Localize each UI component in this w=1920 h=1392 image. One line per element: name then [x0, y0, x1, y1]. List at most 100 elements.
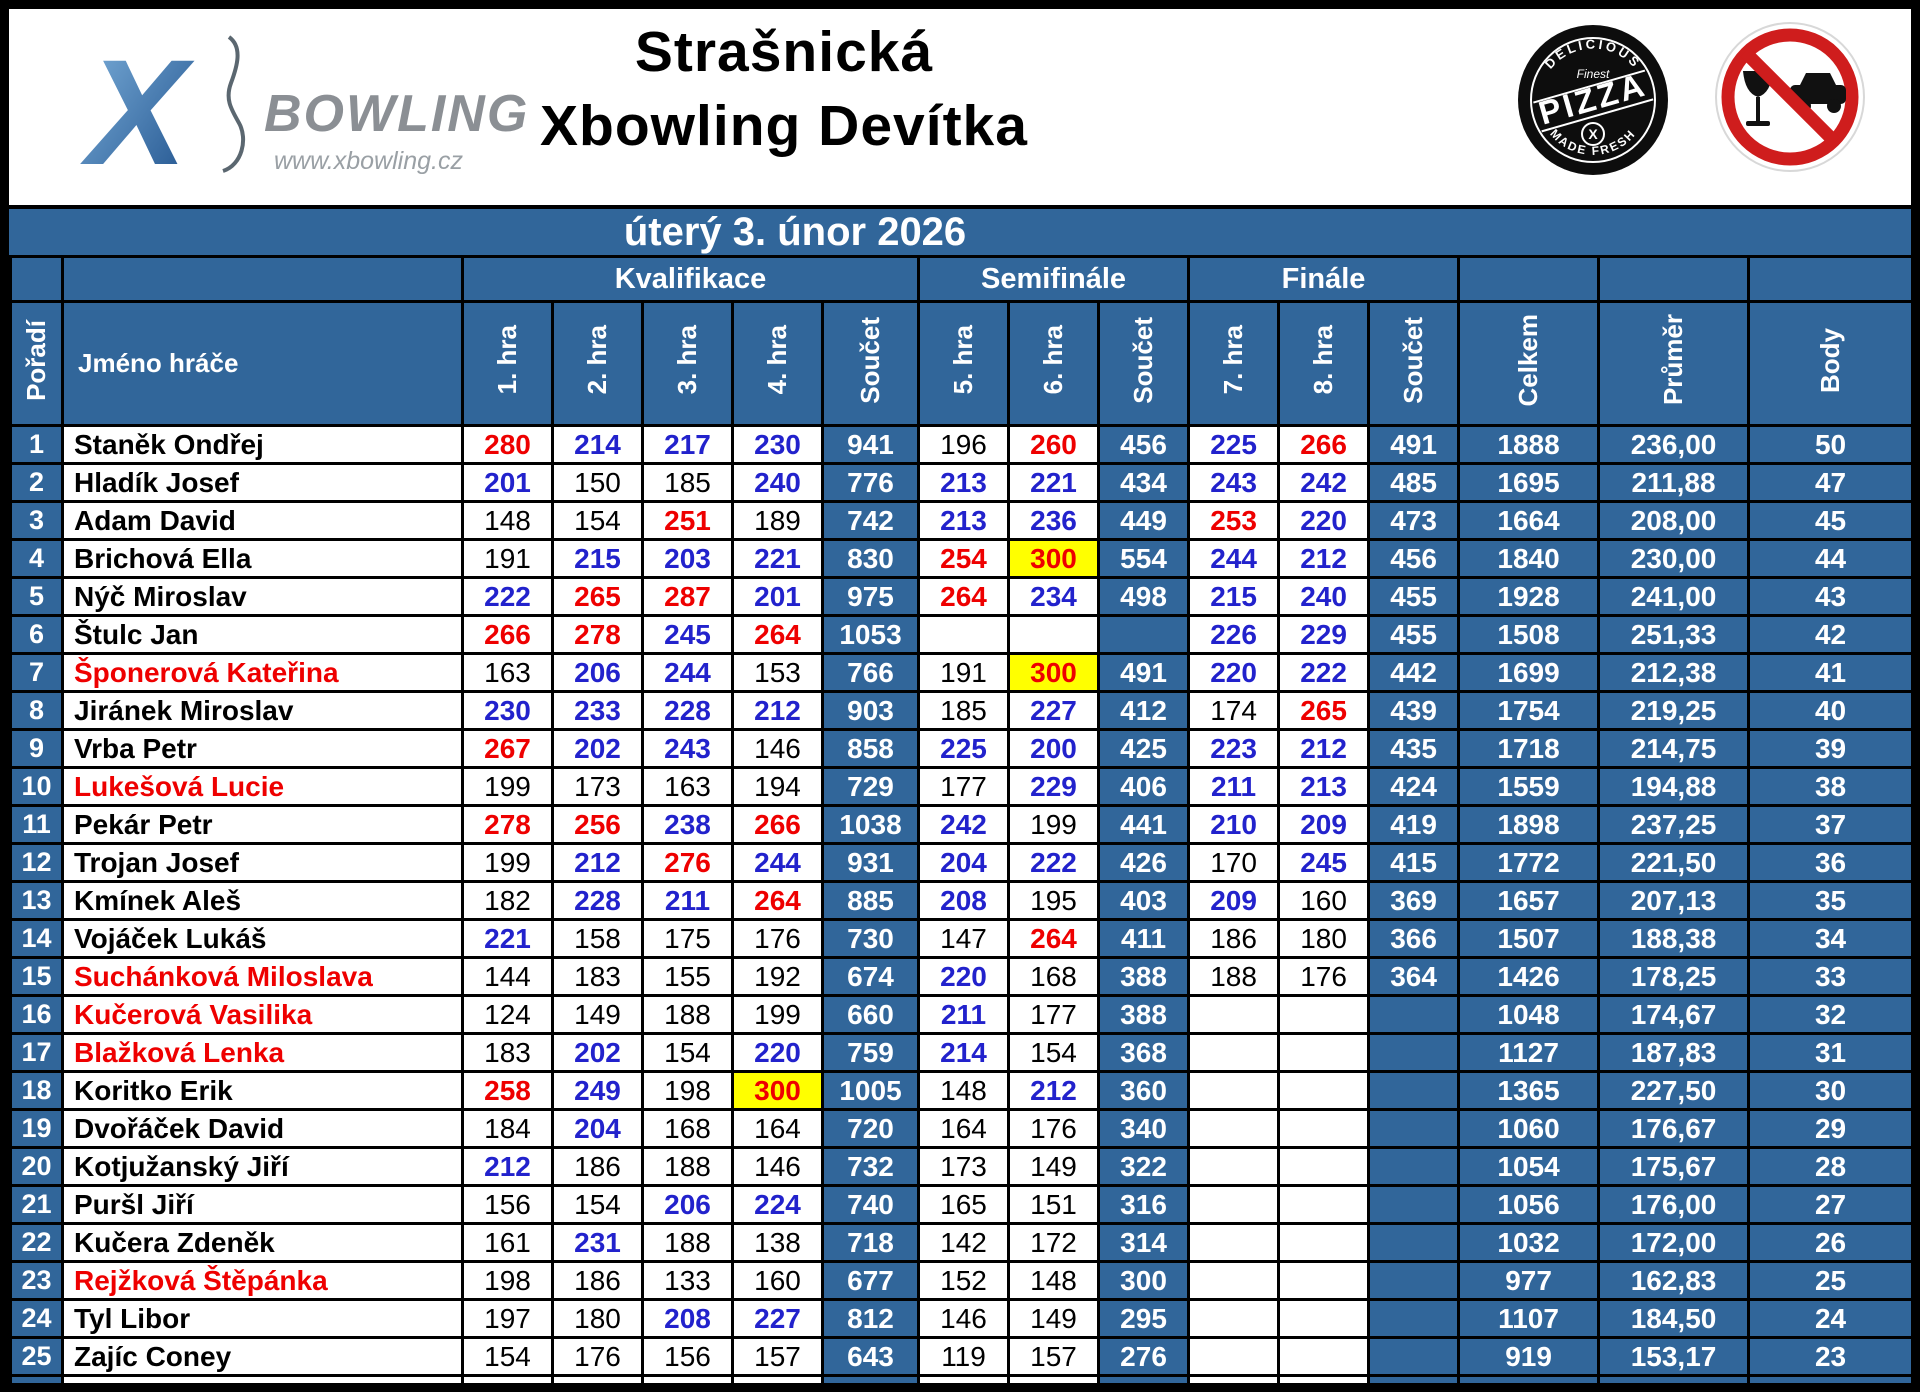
score-cell-hra8: 212: [1277, 538, 1371, 579]
total-cell: 1772: [1457, 842, 1601, 883]
score-cell-soucet-finale: [1367, 1374, 1461, 1383]
score-cell-soucet-kvalifikace: 718: [820, 1222, 921, 1263]
total-cell: 1699: [1457, 652, 1601, 693]
score-cell-soucet-semifinale: 368: [1097, 1032, 1191, 1073]
score-cell-soucet-semifinale: 276: [1097, 1336, 1191, 1377]
points-cell: 43: [1747, 576, 1911, 617]
average-cell: 212,38: [1597, 652, 1751, 693]
points-cell: 47: [1747, 462, 1911, 503]
score-cell-hra7: 220: [1187, 652, 1281, 693]
player-name-cell: Brichová Ella: [61, 538, 464, 579]
total-cell: 1754: [1457, 690, 1601, 731]
average-cell: 178,25: [1597, 956, 1751, 997]
rank-cell: 3: [9, 500, 64, 541]
score-cell-hra5: 220: [917, 956, 1011, 997]
logo-url-text: www.xbowling.cz: [274, 147, 463, 175]
score-cell-hra5: 185: [917, 690, 1011, 731]
score-cell-hra8: [1277, 1374, 1371, 1383]
score-cell-soucet-finale: 491: [1367, 424, 1461, 465]
score-cell-hra3: 276: [641, 842, 734, 883]
col-soucet-finale: Součet: [1367, 300, 1461, 427]
score-cell-hra2: 233: [551, 690, 644, 731]
score-cell-hra3: 217: [641, 424, 734, 465]
player-name-cell: Vrba Petr: [61, 728, 464, 769]
score-cell-hra7: 209: [1187, 880, 1281, 921]
score-cell-soucet-finale: 473: [1367, 500, 1461, 541]
score-cell-hra4: 160: [731, 1260, 824, 1301]
player-name-cell: Rejžková Štěpánka: [61, 1260, 464, 1301]
points-cell: 40: [1747, 690, 1911, 731]
score-cell-hra1: 267: [461, 728, 554, 769]
score-cell-soucet-finale: [1367, 1032, 1461, 1073]
score-cell-soucet-semifinale: 388: [1097, 994, 1191, 1035]
col-hra2: 2. hra: [551, 300, 644, 427]
score-cell-hra6: 154: [1007, 1032, 1101, 1073]
player-row: 22 Kučera Zdeněk 161 231 188 138 718 142 172 314 1…: [9, 1222, 1911, 1263]
score-cell-hra8: [1277, 1336, 1371, 1377]
score-cell-hra8: [1277, 994, 1371, 1035]
score-cell-hra7: [1187, 1108, 1281, 1149]
score-cell-hra7: [1187, 1032, 1281, 1073]
score-cell-hra1: 222: [461, 576, 554, 617]
page-header: X BOWLING www.xbowling.cz Strašnická Xbo…: [9, 9, 1911, 205]
score-cell-soucet-finale: 364: [1367, 956, 1461, 997]
score-cell-hra1: 156: [461, 1184, 554, 1225]
player-row: 23 Rejžková Štěpánka 198 186 133 160 677 152 148…: [9, 1260, 1911, 1301]
score-cell-hra3: 203: [641, 538, 734, 579]
score-cell-hra3: 206: [641, 1184, 734, 1225]
player-row: 8 Jiránek Miroslav 230 233 228 212 903 185 227 41…: [9, 690, 1911, 731]
score-cell-soucet-kvalifikace: 677: [820, 1260, 921, 1301]
score-cell-hra5: 254: [917, 538, 1011, 579]
player-name-cell: Kučerová Vasilika: [61, 994, 464, 1035]
total-cell: 1888: [1457, 424, 1601, 465]
bowling-pin-icon: [222, 35, 246, 173]
score-cell-hra3: 175: [641, 918, 734, 959]
score-cell-hra3: 244: [641, 652, 734, 693]
score-cell-soucet-kvalifikace: 975: [820, 576, 921, 617]
score-cell-hra3: 188: [641, 1222, 734, 1263]
average-cell: 176,00: [1597, 1184, 1751, 1225]
points-cell: 26: [1747, 1222, 1911, 1263]
total-cell: 1664: [1457, 500, 1601, 541]
score-cell-soucet-finale: [1367, 1184, 1461, 1225]
score-cell-hra6: 168: [1007, 956, 1101, 997]
score-cell-hra4: 224: [731, 1184, 824, 1225]
score-cell-soucet-kvalifikace: 1005: [820, 1070, 921, 1111]
xbowling-logo-icon: X BOWLING www.xbowling.cz: [80, 28, 527, 196]
score-cell-hra2: 186: [551, 1260, 644, 1301]
score-cell-hra8: 265: [1277, 690, 1371, 731]
score-cell-soucet-semifinale: 441: [1097, 804, 1191, 845]
score-cell-hra5: 177: [917, 766, 1011, 807]
score-cell-hra8: 240: [1277, 576, 1371, 617]
points-cell: 42: [1747, 614, 1911, 655]
player-row: 24 Tyl Libor 197 180 208 227 812 146 149 295 1107 1…: [9, 1298, 1911, 1339]
score-cell-hra8: 220: [1277, 500, 1371, 541]
score-cell-hra1: [461, 1374, 554, 1383]
score-cell-soucet-kvalifikace: 941: [820, 424, 921, 465]
score-cell-hra5: 142: [917, 1222, 1011, 1263]
player-row: 6 Štulc Jan 266 278 245 264 1053 226 229 455 1508 2…: [9, 614, 1911, 655]
score-cell-soucet-finale: [1367, 1260, 1461, 1301]
player-name-cell: Vojáček Lukáš: [61, 918, 464, 959]
score-cell-hra2: 149: [551, 994, 644, 1035]
score-cell-hra6: 227: [1007, 690, 1101, 731]
score-cell-hra7: [1187, 994, 1281, 1035]
score-cell-hra6: 222: [1007, 842, 1101, 883]
score-cell-hra1: 221: [461, 918, 554, 959]
average-cell: 172,00: [1597, 1222, 1751, 1263]
score-cell-hra2: 202: [551, 1032, 644, 1073]
score-cell-hra8: 266: [1277, 424, 1371, 465]
points-cell: 44: [1747, 538, 1911, 579]
score-cell-soucet-kvalifikace: 674: [820, 956, 921, 997]
score-cell-hra2: 265: [551, 576, 644, 617]
score-cell-hra8: 242: [1277, 462, 1371, 503]
player-name-cell: Zajíc Coney: [61, 1336, 464, 1377]
score-cell-hra4: 221: [731, 538, 824, 579]
score-cell-hra2: 204: [551, 1108, 644, 1149]
col-celkem: Celkem: [1457, 300, 1601, 427]
score-cell-hra8: 222: [1277, 652, 1371, 693]
col-poradi: Pořadí: [9, 300, 64, 427]
score-cell-soucet-kvalifikace: 643: [820, 1336, 921, 1377]
rank-cell: 23: [9, 1260, 64, 1301]
total-cell: 1426: [1457, 956, 1601, 997]
